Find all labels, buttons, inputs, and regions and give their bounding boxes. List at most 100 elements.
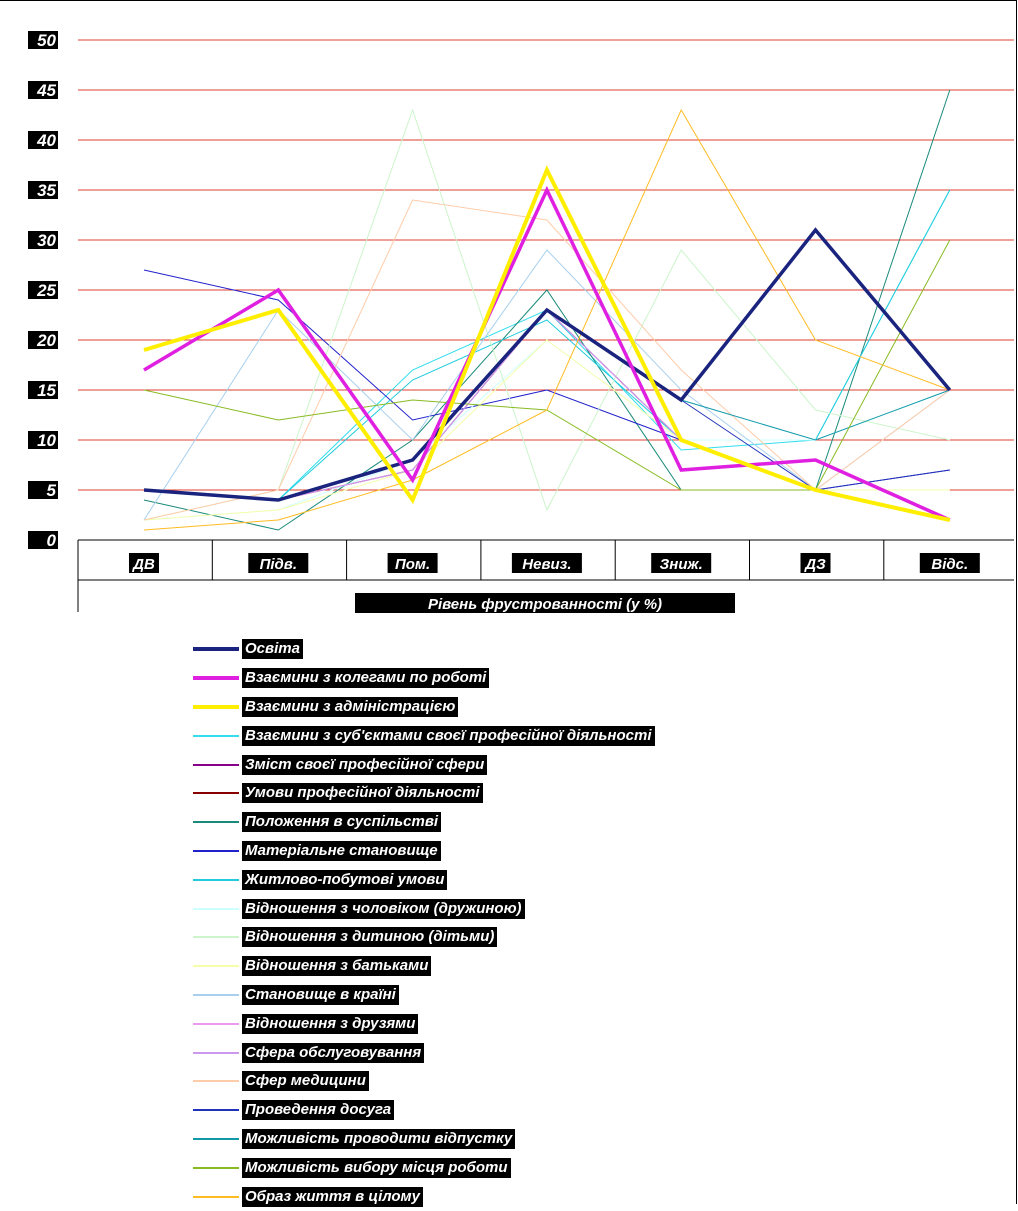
legend-item: Освіта — [193, 635, 655, 664]
legend-label: Відношення з батьками — [242, 956, 432, 977]
legend-label: Образ життя в цілому — [242, 1186, 423, 1207]
y-tick-label-bg — [28, 331, 58, 349]
legend-item: Відношення з батьками — [193, 952, 655, 981]
x-axis-title: Рівень фрустрованності (у %) — [355, 593, 735, 613]
legend-swatch — [193, 1080, 239, 1083]
line-chart: 0 5 10 15 20 25 30 35 40 45 50 ДВ Підв. Пом. Невиз. Зни… — [28, 31, 1014, 613]
legend-swatch — [193, 676, 239, 681]
series-line — [143, 227, 952, 502]
legend-swatch — [193, 821, 239, 824]
y-tick-label: 45 — [36, 81, 56, 100]
legend-item: Сфера обслуговування — [193, 1038, 655, 1067]
x-tick-label-bg — [511, 553, 582, 573]
legend-label: Проведення досуга — [242, 1100, 395, 1121]
legend-swatch — [193, 647, 239, 652]
legend-item: Можливість вибору місця роботи — [193, 1153, 655, 1182]
legend-swatch — [193, 704, 239, 709]
legend-label: Становище в країні — [242, 984, 399, 1005]
legend-item: Зміст своєї професійної сфери — [193, 750, 655, 779]
series-lines — [143, 89, 952, 531]
x-tick-label: Пом. — [395, 556, 430, 573]
legend-item: Матеріальне становище — [193, 837, 655, 866]
legend-swatch — [193, 1022, 239, 1025]
x-tick-label-bg — [387, 553, 438, 573]
x-tick-label-bg — [651, 553, 712, 573]
y-tick-label: 20 — [36, 331, 56, 350]
legend-label: Умови професійної діяльності — [242, 783, 483, 804]
x-tick-label: Відс. — [931, 556, 968, 573]
x-tick-label: ДВ — [131, 556, 155, 573]
legend-swatch — [193, 878, 239, 881]
legend-item: Відношення з дитиною (дітьми) — [193, 923, 655, 952]
legend-swatch — [193, 993, 239, 996]
legend-swatch — [193, 734, 239, 737]
legend-item: Відношення з друзями — [193, 1009, 655, 1038]
legend-label: Зміст своєї професійної сфери — [242, 754, 488, 775]
series-line — [143, 165, 951, 522]
legend-swatch — [193, 965, 239, 968]
y-tick-label: 10 — [37, 431, 56, 450]
axes: 0 5 10 15 20 25 30 35 40 45 50 ДВ Підв. Пом. Невиз. Зни… — [28, 31, 1014, 612]
legend-swatch — [193, 849, 239, 852]
legend-item: Сфер медицини — [193, 1067, 655, 1096]
legend-swatch — [193, 1166, 239, 1169]
y-tick-label: 5 — [47, 481, 57, 500]
x-tick-label: Підв. — [260, 556, 297, 573]
legend-label: Взаємини з суб'єктами своєї професійної … — [242, 725, 655, 746]
series-line — [143, 269, 950, 491]
series-line — [143, 108, 950, 531]
x-tick-label: ДЗ — [803, 556, 826, 573]
legend-item: Житлово-побутові умови — [193, 865, 655, 894]
legend-label: Можливість вибору місця роботи — [242, 1157, 511, 1178]
legend-label: Матеріальне становище — [242, 840, 441, 861]
series-line — [143, 239, 951, 491]
legend-swatch — [193, 1109, 239, 1112]
y-tick-label: 15 — [37, 381, 56, 400]
legend-item: Становище в країні — [193, 981, 655, 1010]
legend-item: Образ життя в цілому — [193, 1182, 655, 1211]
y-tick-label-bg — [28, 281, 58, 299]
legend-label: Відношення з дитиною (дітьми) — [242, 927, 498, 948]
y-tick-label-bg — [28, 181, 58, 199]
legend-label: Можливість проводити відпустку — [242, 1128, 516, 1149]
x-tick-label: Зниж. — [660, 556, 703, 573]
legend: Освіта Взаємини з колегами по роботі Взаєм… — [193, 635, 655, 1211]
legend-item: Взаємини з адміністрацією — [193, 693, 655, 722]
legend-swatch — [193, 1195, 239, 1198]
x-tick-label-bg — [919, 553, 980, 573]
x-tick-label-bg — [800, 553, 831, 573]
y-tick-label-bg — [28, 131, 58, 149]
y-tick-label-bg — [28, 531, 58, 549]
legend-item: Положення в суспільстві — [193, 808, 655, 837]
y-tick-label: 35 — [37, 181, 56, 200]
y-tick-label: 0 — [47, 531, 57, 550]
legend-swatch — [193, 1051, 239, 1054]
legend-item: Проведення досуга — [193, 1096, 655, 1125]
series-line — [143, 309, 950, 501]
legend-label: Сфера обслуговування — [242, 1042, 425, 1063]
legend-swatch — [193, 763, 239, 766]
legend-label: Взаємини з адміністрацією — [242, 696, 459, 717]
legend-item: Можливість проводити відпустку — [193, 1125, 655, 1154]
y-tick-label: 50 — [37, 31, 56, 50]
x-tick-label-bg — [248, 553, 309, 573]
legend-item: Взаємини з колегами по роботі — [193, 664, 655, 693]
legend-item: Взаємини з суб'єктами своєї професійної … — [193, 721, 655, 750]
series-line — [143, 185, 951, 522]
y-tick-label: 25 — [36, 281, 56, 300]
legend-label: Житлово-побутові умови — [242, 869, 448, 890]
legend-label: Освіта — [242, 639, 303, 660]
legend-item: Відношення з чоловіком (дружиною) — [193, 894, 655, 923]
y-tick-label-bg — [28, 81, 58, 99]
x-axis-title-bg — [355, 593, 735, 613]
legend-item: Умови професійної діяльності — [193, 779, 655, 808]
y-tick-label-bg — [28, 431, 58, 449]
x-axis-title: Рівень фрустрованності (у %) — [428, 596, 662, 613]
x-tick-label: Невиз. — [522, 556, 571, 573]
x-tick-label-bg — [129, 553, 159, 573]
y-tick-label: 40 — [36, 131, 56, 150]
legend-swatch — [193, 792, 239, 795]
grid-lines — [78, 39, 1014, 491]
legend-label: Сфер медицини — [242, 1071, 369, 1092]
